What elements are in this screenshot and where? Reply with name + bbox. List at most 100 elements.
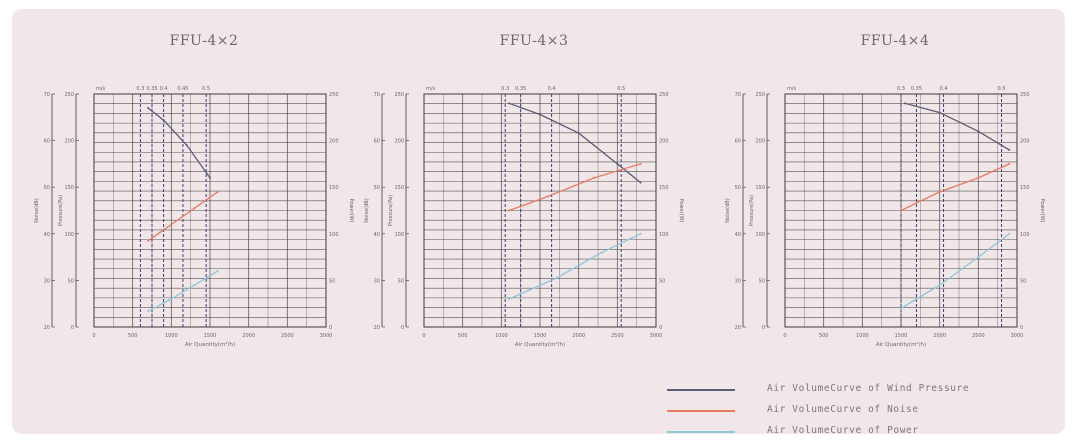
data-point-pressure bbox=[508, 102, 511, 105]
data-point-noise bbox=[977, 176, 980, 179]
tick-label-pressure: 100 bbox=[64, 232, 74, 238]
axis-label-noise: Noise(dB) bbox=[364, 198, 370, 222]
data-point-noise bbox=[593, 176, 596, 179]
tick-label-x: 3000 bbox=[320, 333, 333, 339]
data-point-noise bbox=[193, 207, 196, 210]
legend-swatch-pressure bbox=[667, 389, 735, 391]
tick-label-x: 1500 bbox=[204, 333, 217, 339]
series-line-noise bbox=[147, 191, 219, 242]
data-point-pressure bbox=[616, 162, 619, 165]
chart-card: FFU-4×2 m/s 0.3 0.35 0.4 0.45 0.5 20 30 40 50 60 70… bbox=[12, 9, 1065, 436]
axis-label-power: Power(W) bbox=[678, 199, 684, 223]
series-line-noise bbox=[508, 163, 641, 212]
velocity-label: 0.45 bbox=[177, 86, 188, 92]
tick-label-noise: 30 bbox=[735, 278, 741, 284]
chart-panel-ffu-4x3: FFU-4×3 m/s 0.3 0.35 0.4 0.5 20 30 40 50 60 70 0 50 1… bbox=[364, 9, 704, 369]
tick-label-power: 200 bbox=[1020, 139, 1030, 145]
tick-label-noise: 50 bbox=[44, 185, 50, 191]
velocity-label: 0.3 bbox=[136, 86, 144, 92]
data-point-noise bbox=[216, 190, 219, 193]
data-point-power bbox=[977, 256, 980, 259]
chart-plot: m/s 0.3 0.35 0.4 0.45 0.5 20 30 40 50 60 70 0 50 100 15… bbox=[34, 86, 354, 348]
axis-label-noise: Noise(dB) bbox=[34, 198, 40, 222]
data-point-noise bbox=[900, 209, 902, 212]
series-line-power bbox=[508, 233, 641, 300]
velocity-label: 0.35 bbox=[146, 86, 157, 92]
data-point-power bbox=[216, 270, 219, 273]
data-point-pressure bbox=[162, 119, 165, 122]
data-point-pressure bbox=[209, 176, 211, 179]
plot-frame bbox=[423, 93, 657, 328]
series-line-power bbox=[147, 270, 219, 312]
axis-label-x: Air Quantity(m³/h) bbox=[515, 341, 565, 348]
data-point-power bbox=[193, 284, 196, 287]
velocity-label: 0.35 bbox=[911, 86, 922, 92]
tick-label-pressure: 200 bbox=[755, 139, 765, 145]
chart-panel-ffu-4x2: FFU-4×2 m/s 0.3 0.35 0.4 0.45 0.5 20 30 40 50 60 70… bbox=[34, 9, 374, 369]
velocity-label: 0.4 bbox=[548, 86, 556, 92]
tick-label-pressure: 150 bbox=[64, 185, 74, 191]
tick-label-x: 1000 bbox=[165, 333, 178, 339]
tick-label-noise: 20 bbox=[374, 325, 380, 331]
tick-label-pressure: 200 bbox=[394, 139, 404, 145]
tick-label-x: 1500 bbox=[534, 333, 547, 339]
axis-label-pressure: Pressure(Pa) bbox=[388, 195, 394, 226]
axis-label-x: Air Quantity(m³/h) bbox=[185, 341, 235, 348]
series-line-power bbox=[900, 233, 1010, 309]
tick-label-noise: 20 bbox=[44, 325, 50, 331]
chart-title: FFU-4×4 bbox=[860, 33, 930, 49]
tick-label-pressure: 100 bbox=[394, 232, 404, 238]
plot-group: m/s 0.3 0.35 0.4 0.5 20 30 40 50 60 70 0 50 100 150 200… bbox=[364, 86, 684, 348]
tick-label-pressure: 250 bbox=[64, 92, 74, 98]
series-line-pressure bbox=[904, 102, 1010, 151]
tick-label-power: 150 bbox=[1020, 185, 1030, 191]
velocity-label: 0.5 bbox=[617, 86, 625, 92]
data-point-noise bbox=[546, 195, 549, 198]
legend-label-power: Air VolumeCurve of Power bbox=[767, 425, 919, 436]
tick-label-pressure: 50 bbox=[759, 278, 765, 284]
axis-label-noise: Noise(dB) bbox=[725, 198, 731, 222]
tick-label-power: 100 bbox=[329, 232, 339, 238]
tick-label-noise: 50 bbox=[374, 185, 380, 191]
tick-label-power: 0 bbox=[659, 325, 662, 331]
tick-label-pressure: 100 bbox=[755, 232, 765, 238]
data-point-power bbox=[600, 251, 603, 254]
tick-label-pressure: 50 bbox=[68, 278, 74, 284]
series-line-pressure bbox=[147, 107, 211, 179]
data-point-power bbox=[900, 307, 902, 310]
tick-label-x: 2500 bbox=[611, 333, 624, 339]
tick-label-x: 1000 bbox=[495, 333, 508, 339]
tick-label-power: 200 bbox=[329, 139, 339, 145]
tick-label-noise: 70 bbox=[735, 92, 741, 98]
tick-label-x: 1000 bbox=[856, 333, 869, 339]
tick-label-power: 200 bbox=[659, 139, 669, 145]
tick-label-power: 0 bbox=[329, 325, 332, 331]
tick-label-noise: 70 bbox=[374, 92, 380, 98]
velocity-label: 0.3 bbox=[897, 86, 905, 92]
tick-label-x: 500 bbox=[819, 333, 829, 339]
data-point-power bbox=[938, 284, 941, 287]
tick-label-x: 3000 bbox=[1011, 333, 1024, 339]
velocity-label: 0.4 bbox=[160, 86, 168, 92]
tick-label-pressure: 150 bbox=[394, 185, 404, 191]
legend-item-noise: Air VolumeCurve of Noise bbox=[667, 402, 1047, 420]
tick-label-x: 2000 bbox=[242, 333, 255, 339]
tick-label-pressure: 150 bbox=[755, 185, 765, 191]
axis-label-power: Power(W) bbox=[1039, 199, 1045, 223]
data-point-noise bbox=[508, 209, 511, 212]
velocity-label: 0.3 bbox=[501, 86, 509, 92]
series-line-noise bbox=[900, 163, 1010, 212]
velocity-label: 0.5 bbox=[998, 86, 1006, 92]
velocity-label: 0.35 bbox=[515, 86, 526, 92]
chart-title: FFU-4×2 bbox=[169, 33, 239, 49]
tick-label-power: 150 bbox=[329, 185, 339, 191]
tick-label-power: 250 bbox=[1020, 92, 1030, 98]
tick-label-power: 250 bbox=[329, 92, 339, 98]
data-point-pressure bbox=[539, 113, 541, 116]
data-point-pressure bbox=[577, 132, 580, 135]
tick-label-x: 0 bbox=[92, 333, 95, 339]
tick-label-noise: 60 bbox=[735, 139, 741, 145]
tick-label-x: 2500 bbox=[281, 333, 294, 339]
plot-group: m/s 0.3 0.35 0.4 0.45 0.5 20 30 40 50 60 70 0 50 100 15… bbox=[34, 86, 354, 348]
tick-label-power: 50 bbox=[329, 278, 335, 284]
